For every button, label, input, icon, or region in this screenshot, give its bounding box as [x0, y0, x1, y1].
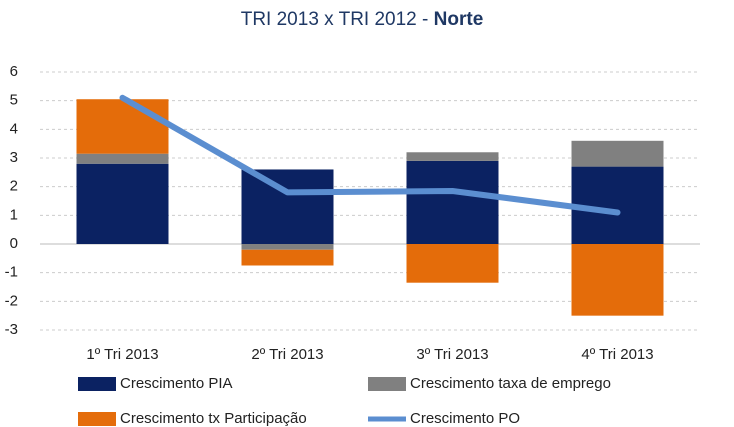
legend-label: Crescimento taxa de emprego [410, 375, 611, 392]
bar [571, 140, 664, 167]
bar [76, 153, 169, 164]
bar [241, 244, 334, 250]
y-tick-label: 6 [10, 63, 18, 80]
y-tick-label: 5 [10, 92, 18, 109]
legend-label: Crescimento PIA [120, 375, 233, 392]
bar [571, 244, 664, 316]
title-main: TRI 2013 x TRI 2012 - [241, 9, 429, 30]
chart-title: TRI 2013 x TRI 2012 - Norte [241, 9, 484, 30]
bar [76, 163, 169, 244]
y-tick-label: 2 [10, 178, 18, 195]
legend-swatch [368, 377, 406, 391]
x-tick-label: 1º Tri 2013 [86, 346, 158, 363]
legend-swatch [78, 412, 116, 426]
x-tick-label: 3º Tri 2013 [416, 346, 488, 363]
y-tick-label: -1 [5, 264, 18, 281]
bar [406, 152, 499, 161]
legend-swatch [78, 377, 116, 391]
x-tick-label: 2º Tri 2013 [251, 346, 323, 363]
title-emphasis: Norte [434, 9, 484, 30]
y-tick-label: 3 [10, 149, 18, 166]
line-series [119, 94, 621, 216]
y-tick-label: -3 [5, 321, 18, 338]
legend-label: Crescimento PO [410, 410, 520, 427]
bar [406, 160, 499, 244]
bar [571, 166, 664, 244]
x-tick-label: 4º Tri 2013 [581, 346, 653, 363]
bar [406, 244, 499, 283]
bar [76, 99, 169, 154]
y-tick-label: -2 [5, 292, 18, 309]
y-tick-label: 0 [10, 235, 18, 252]
legend-label: Crescimento tx Participação [120, 410, 307, 427]
bar [241, 249, 334, 266]
bar [241, 169, 334, 244]
y-tick-label: 4 [10, 120, 18, 137]
y-tick-label: 1 [10, 206, 18, 223]
